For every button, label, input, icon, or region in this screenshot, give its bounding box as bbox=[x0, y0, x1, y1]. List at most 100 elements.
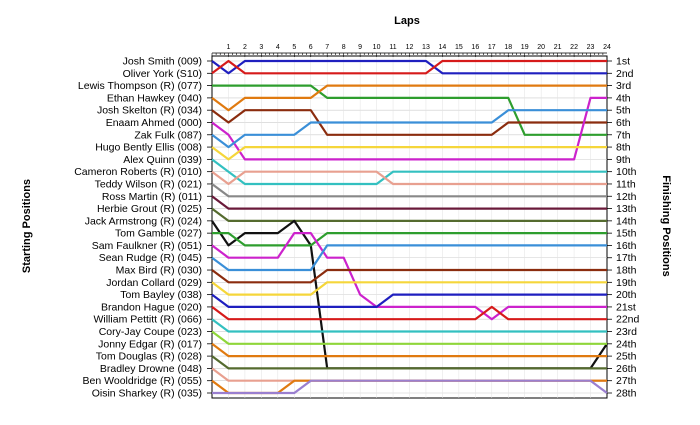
x-tick-label: 22 bbox=[570, 44, 578, 51]
finishing-position-label: 22nd bbox=[616, 314, 640, 326]
finishing-position-label: 12th bbox=[616, 191, 637, 203]
series-line-9 bbox=[211, 158, 607, 186]
starting-position-labels: Josh Smith (009)Oliver York (S10)Lewis T… bbox=[74, 56, 212, 400]
x-tick-label: 4 bbox=[276, 44, 280, 51]
series-line-19 bbox=[211, 281, 607, 296]
series-lines bbox=[211, 59, 608, 395]
starting-driver-label: Ben Wooldridge (R) (055) bbox=[83, 375, 202, 387]
finishing-position-label: 1st bbox=[616, 56, 630, 68]
finishing-position-label: 26th bbox=[616, 363, 637, 375]
x-tick-label: 14 bbox=[439, 44, 447, 51]
x-tick-label: 24 bbox=[603, 44, 611, 51]
finishing-position-label: 9th bbox=[616, 154, 631, 166]
finishing-position-label: 15th bbox=[616, 228, 637, 240]
finishing-position-label: 28th bbox=[616, 388, 637, 400]
starting-driver-label: Oisin Sharkey (R) (035) bbox=[92, 388, 202, 400]
finishing-position-label: 3rd bbox=[616, 80, 631, 92]
series-line-28 bbox=[212, 379, 608, 395]
starting-driver-label: Tom Douglas (R) (028) bbox=[96, 351, 202, 363]
finishing-position-label: 11th bbox=[616, 178, 636, 190]
finishing-position-label: 8th bbox=[616, 142, 631, 154]
finishing-position-label: 7th bbox=[616, 129, 631, 141]
series-line-11 bbox=[211, 183, 607, 198]
x-tick-label: 12 bbox=[406, 44, 414, 51]
finishing-position-label: 6th bbox=[616, 117, 631, 129]
series-line-5 bbox=[211, 109, 607, 136]
x-tick-label: 21 bbox=[554, 44, 562, 51]
x-tick-label: 2 bbox=[243, 44, 247, 51]
series-line-10 bbox=[211, 170, 607, 186]
x-tick-label: 8 bbox=[342, 44, 346, 51]
series-line-6 bbox=[211, 96, 607, 161]
finishing-position-label: 4th bbox=[616, 92, 631, 104]
x-tick-label: 13 bbox=[422, 44, 430, 51]
series-line-2 bbox=[211, 59, 607, 75]
finishing-position-label: 21st bbox=[616, 301, 636, 313]
starting-driver-label: Sam Faulkner (R) (051) bbox=[92, 240, 202, 252]
series-line-20 bbox=[211, 293, 607, 308]
x-tick-label: 1 bbox=[227, 44, 231, 51]
finishing-position-label: 17th bbox=[616, 252, 637, 264]
starting-driver-label: Tom Gamble (027) bbox=[115, 228, 202, 240]
series-line-13 bbox=[211, 207, 607, 222]
series-line-15 bbox=[212, 232, 607, 247]
x-tick-label: 16 bbox=[471, 44, 479, 51]
starting-driver-label: Cory-Jay Coupe (023) bbox=[99, 326, 202, 338]
x-tick-label: 23 bbox=[587, 44, 595, 51]
x-tick-label: 19 bbox=[521, 44, 529, 51]
starting-driver-label: Tom Bayley (038) bbox=[120, 289, 202, 301]
starting-driver-label: Cameron Roberts (R) (010) bbox=[74, 166, 202, 178]
grid bbox=[211, 55, 608, 399]
starting-driver-label: Enaam Ahmed (000) bbox=[106, 117, 202, 129]
starting-driver-label: Alex Quinn (039) bbox=[123, 154, 202, 166]
series-line-3 bbox=[212, 84, 607, 136]
starting-driver-label: Josh Smith (009) bbox=[123, 56, 202, 68]
series-line-17 bbox=[211, 244, 607, 272]
x-tick-label: 20 bbox=[537, 44, 545, 51]
finishing-position-label: 20th bbox=[616, 289, 637, 301]
series-line-24 bbox=[211, 342, 607, 358]
series-line-22 bbox=[211, 318, 607, 333]
left-axis-title: Starting Positions bbox=[21, 179, 33, 273]
finishing-position-label: 23rd bbox=[616, 326, 637, 338]
finishing-position-label: 18th bbox=[616, 265, 637, 277]
x-tick-label: 17 bbox=[488, 44, 496, 51]
series-line-16 bbox=[211, 232, 607, 321]
series-line-4 bbox=[211, 84, 607, 112]
starting-driver-label: Max Bird (R) (030) bbox=[116, 265, 202, 277]
finishing-position-label: 10th bbox=[616, 166, 637, 178]
x-tick-label: 7 bbox=[325, 44, 329, 51]
series-line-1 bbox=[211, 59, 607, 75]
x-tick-label: 15 bbox=[455, 44, 463, 51]
starting-driver-label: Sean Rudge (R) (045) bbox=[99, 252, 202, 264]
starting-driver-label: Oliver York (S10) bbox=[123, 68, 202, 80]
starting-driver-label: Ross Martin (R) (011) bbox=[102, 191, 202, 203]
finishing-position-label: 13th bbox=[616, 203, 637, 215]
finishing-position-labels: 1st2nd3rd4th5th6th7th8th9th10th11th12th1… bbox=[607, 56, 640, 400]
x-tick-label: 18 bbox=[504, 44, 512, 51]
series-line-8 bbox=[211, 146, 607, 161]
series-line-21 bbox=[211, 305, 607, 321]
finishing-position-label: 19th bbox=[616, 277, 637, 289]
series-line-7 bbox=[211, 109, 607, 149]
starting-driver-label: Bradley Drowne (048) bbox=[100, 363, 202, 375]
x-tick-label: 9 bbox=[358, 44, 362, 51]
x-tick-label: 6 bbox=[309, 44, 313, 51]
starting-driver-label: Jordan Collard (029) bbox=[106, 277, 202, 289]
finishing-position-label: 27th bbox=[616, 375, 637, 387]
starting-driver-label: Zak Fulk (087) bbox=[134, 129, 202, 141]
x-tick-label: 3 bbox=[259, 44, 263, 51]
x-axis-title: Laps bbox=[394, 15, 420, 27]
series-line-23 bbox=[211, 330, 607, 345]
series-line-25 bbox=[211, 355, 607, 370]
series-line-18 bbox=[211, 268, 607, 284]
starting-driver-label: Hugo Bently Ellis (008) bbox=[95, 142, 202, 154]
finishing-position-label: 24th bbox=[616, 338, 637, 350]
finishing-position-label: 2nd bbox=[616, 68, 634, 80]
starting-driver-label: Josh Skelton (R) (034) bbox=[97, 105, 202, 117]
series-line-12 bbox=[211, 195, 607, 210]
finishing-position-label: 5th bbox=[616, 105, 631, 117]
finishing-position-label: 14th bbox=[616, 215, 637, 227]
